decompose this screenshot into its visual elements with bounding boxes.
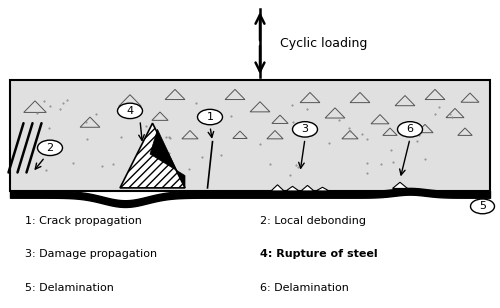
Polygon shape: [271, 185, 284, 191]
Text: Cyclic loading: Cyclic loading: [280, 37, 368, 50]
Circle shape: [38, 140, 62, 156]
Polygon shape: [120, 123, 185, 188]
Bar: [10, 80, 490, 191]
Polygon shape: [150, 129, 185, 188]
Text: 5: Delamination: 5: Delamination: [25, 283, 114, 293]
Text: 6: Delamination: 6: Delamination: [260, 283, 349, 293]
Text: 3: Damage propagation: 3: Damage propagation: [25, 249, 157, 259]
Circle shape: [198, 109, 222, 125]
Text: 3: 3: [302, 124, 308, 134]
Text: 1: Crack propagation: 1: Crack propagation: [25, 216, 142, 225]
Polygon shape: [286, 186, 299, 191]
Polygon shape: [392, 182, 407, 188]
Circle shape: [470, 199, 494, 214]
Polygon shape: [301, 185, 314, 191]
Text: 6: 6: [406, 124, 414, 134]
Text: 2: 2: [46, 143, 54, 153]
Text: 2: Local debonding: 2: Local debonding: [260, 216, 366, 225]
Text: 5: 5: [479, 201, 486, 211]
Text: 4: Rupture of steel: 4: Rupture of steel: [260, 249, 378, 259]
Circle shape: [292, 122, 318, 137]
Polygon shape: [316, 187, 329, 191]
Text: 4: 4: [126, 106, 134, 116]
Text: 1: 1: [206, 112, 214, 122]
Circle shape: [118, 103, 142, 119]
Circle shape: [398, 122, 422, 137]
